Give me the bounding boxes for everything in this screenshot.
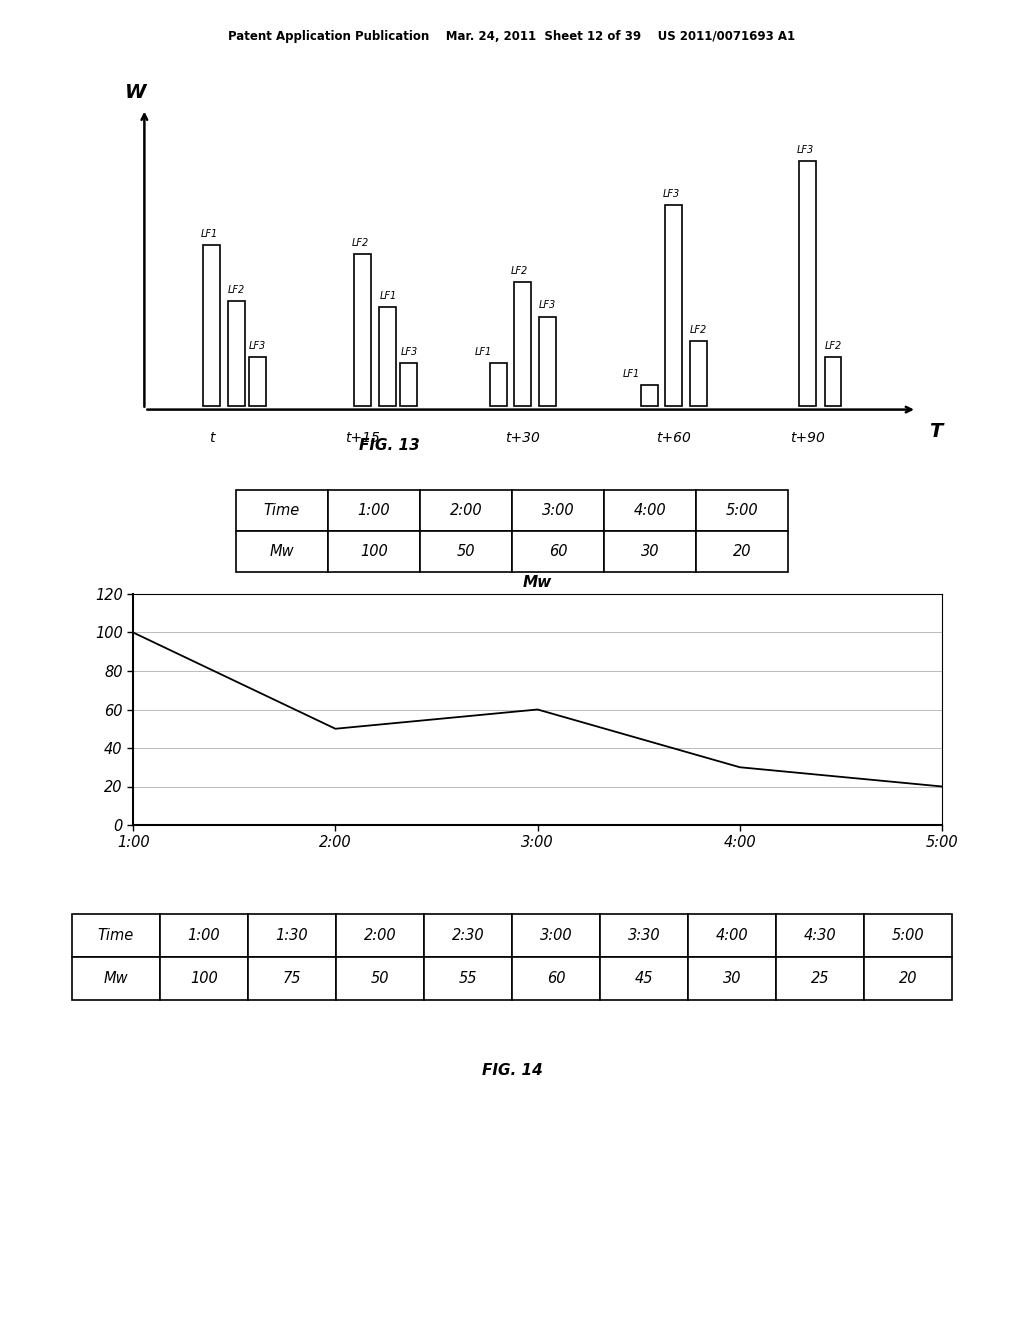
Bar — [203, 246, 220, 407]
Text: LF3: LF3 — [797, 145, 814, 156]
Bar — [380, 308, 396, 407]
Text: t+90: t+90 — [791, 432, 825, 445]
Text: FIG. 13: FIG. 13 — [358, 438, 420, 453]
Text: LF3: LF3 — [539, 301, 556, 310]
Bar — [490, 363, 507, 407]
Text: LF3: LF3 — [400, 347, 418, 356]
Bar — [641, 384, 658, 407]
Text: LF2: LF2 — [351, 239, 369, 248]
Text: LF3: LF3 — [663, 189, 680, 198]
Bar — [354, 255, 371, 407]
Text: LF2: LF2 — [228, 285, 246, 294]
Text: LF1: LF1 — [623, 368, 640, 379]
Text: LF3: LF3 — [249, 341, 266, 351]
Title: Mw: Mw — [523, 576, 552, 590]
Text: t+15: t+15 — [345, 432, 380, 445]
Text: FIG. 14: FIG. 14 — [481, 1063, 543, 1077]
Text: W: W — [125, 83, 146, 103]
Bar — [228, 301, 245, 407]
Bar — [539, 317, 556, 407]
Bar — [800, 161, 816, 407]
Bar — [400, 363, 418, 407]
Text: LF1: LF1 — [379, 290, 396, 301]
Bar — [690, 342, 707, 407]
Text: LF2: LF2 — [690, 325, 708, 335]
Bar — [514, 282, 530, 407]
Bar — [824, 356, 842, 407]
Text: T: T — [930, 422, 943, 441]
Text: LF1: LF1 — [201, 228, 218, 239]
Text: LF2: LF2 — [511, 267, 528, 276]
Text: Patent Application Publication    Mar. 24, 2011  Sheet 12 of 39    US 2011/00716: Patent Application Publication Mar. 24, … — [228, 30, 796, 44]
Text: LF1: LF1 — [475, 347, 493, 356]
Text: t+60: t+60 — [656, 432, 691, 445]
Text: LF2: LF2 — [824, 341, 842, 351]
Bar — [665, 205, 682, 407]
Text: t: t — [209, 432, 214, 445]
Bar — [250, 356, 266, 407]
Text: t+30: t+30 — [505, 432, 540, 445]
